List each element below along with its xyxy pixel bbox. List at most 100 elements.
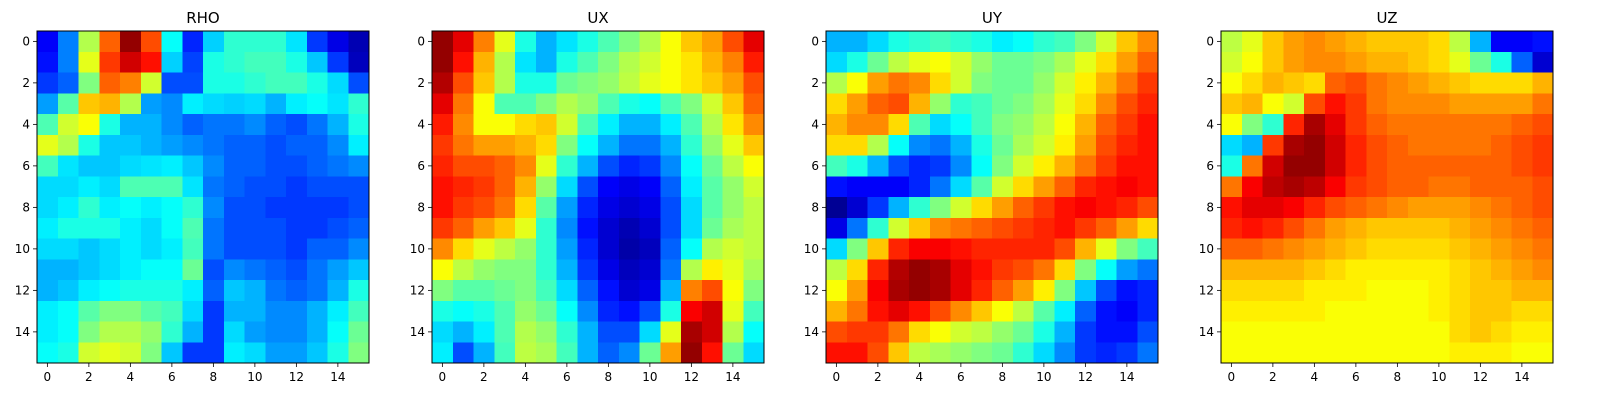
heatmap-cell	[1470, 197, 1492, 219]
heatmap-cell	[1470, 321, 1492, 343]
heatmap-cell	[57, 72, 80, 94]
heatmap-cell	[120, 31, 142, 53]
heatmap-cell	[515, 197, 537, 219]
heatmap-cell	[1116, 217, 1138, 240]
heatmap-cell	[1304, 217, 1326, 240]
heatmap-cell	[971, 134, 993, 157]
heatmap-cell	[681, 197, 703, 219]
heatmap-cell	[1012, 259, 1035, 281]
heatmap-cell	[909, 197, 931, 219]
heatmap-cell	[577, 51, 599, 74]
heatmap-cell	[57, 51, 80, 74]
heatmap-cell	[452, 238, 475, 260]
heatmap-cell	[701, 51, 724, 74]
heatmap-cell	[182, 321, 204, 343]
heatmap-cell	[1470, 300, 1492, 323]
heatmap-cell	[37, 31, 59, 53]
heatmap-cell	[639, 259, 661, 281]
heatmap-cell	[140, 72, 163, 94]
heatmap-cell	[1407, 93, 1430, 115]
heatmap-cell	[452, 51, 475, 74]
heatmap-cell	[1262, 342, 1284, 364]
heatmap-cell	[327, 72, 349, 94]
heatmap-cell	[515, 321, 537, 343]
heatmap-cell	[701, 321, 724, 343]
heatmap-cell	[1532, 93, 1554, 115]
heatmap-cell	[1116, 51, 1138, 74]
heatmap-cell	[265, 342, 287, 364]
heatmap-cell	[203, 217, 225, 240]
heatmap-cell	[265, 321, 287, 343]
heatmap-cell	[1137, 300, 1159, 323]
heatmap-cell	[78, 93, 100, 115]
chart-title: UZ	[1377, 9, 1398, 27]
heatmap-cell	[722, 238, 744, 260]
heatmap-cell	[120, 238, 142, 260]
heatmap-cell	[1054, 280, 1076, 302]
heatmap-cell	[909, 31, 931, 53]
heatmap-cell	[432, 280, 454, 302]
heatmap-cell	[1221, 342, 1243, 364]
heatmap-cell	[78, 155, 100, 177]
heatmap-cell	[223, 280, 246, 302]
y-tick-label: 14	[15, 325, 30, 339]
heatmap-cell	[1012, 217, 1035, 240]
heatmap-cell	[265, 114, 287, 136]
heatmap-cell	[992, 72, 1014, 94]
heatmap-cell	[1075, 72, 1097, 94]
heatmap-cell	[950, 134, 972, 157]
heatmap-cell	[535, 155, 558, 177]
heatmap-cell	[99, 93, 121, 115]
heatmap-cell	[223, 300, 246, 323]
heatmap-cell	[950, 72, 972, 94]
heatmap-cell	[1054, 342, 1076, 364]
heatmap-cell	[722, 280, 744, 302]
heatmap-cell	[306, 300, 329, 323]
heatmap-cell	[660, 93, 682, 115]
heatmap-cell	[161, 155, 183, 177]
heatmap-cell	[1532, 72, 1554, 94]
heatmap-cell	[618, 280, 641, 302]
heatmap-cell	[1407, 217, 1430, 240]
heatmap-cell	[37, 342, 59, 364]
heatmap-cell	[618, 238, 641, 260]
axes-frame	[1220, 30, 1554, 364]
heatmap-cell	[1304, 197, 1326, 219]
heatmap-cell	[473, 72, 495, 94]
heatmap-cell	[701, 280, 724, 302]
heatmap-cell	[681, 114, 703, 136]
heatmap-cell	[1221, 72, 1243, 94]
y-tick-label: 2	[22, 76, 30, 90]
heatmap-cell	[701, 72, 724, 94]
heatmap-cell	[494, 93, 516, 115]
heatmap-cell	[639, 342, 661, 364]
heatmap-cell	[1490, 300, 1513, 323]
heatmap-cell	[660, 114, 682, 136]
heatmap-cell	[452, 217, 475, 240]
heatmap-cell	[161, 197, 183, 219]
heatmap-cell	[1241, 280, 1264, 302]
heatmap-cell	[223, 217, 246, 240]
heatmap-cell	[577, 238, 599, 260]
heatmap-cell	[1054, 155, 1076, 177]
heatmap-cell	[348, 72, 370, 94]
heatmap-cell	[556, 342, 578, 364]
heatmap-cell	[452, 259, 475, 281]
heatmap-cell	[1490, 31, 1513, 53]
heatmap-cell	[306, 176, 329, 198]
heatmap-cell	[1532, 321, 1554, 343]
heatmap-cell	[826, 93, 848, 115]
heatmap-cell	[99, 259, 121, 281]
heatmap-cell	[826, 259, 848, 281]
heatmap-cell	[556, 197, 578, 219]
heatmap-cell	[660, 280, 682, 302]
y-tick-label: 10	[804, 242, 819, 256]
heatmap-cell	[348, 155, 370, 177]
x-tick-label: 14	[725, 370, 740, 384]
heatmap-cell	[681, 51, 703, 74]
heatmap-cell	[1283, 134, 1305, 157]
heatmap-cell	[1345, 217, 1367, 240]
y-tick-label: 10	[410, 242, 425, 256]
heatmap-cell	[494, 280, 516, 302]
heatmap-cell	[1532, 280, 1554, 302]
